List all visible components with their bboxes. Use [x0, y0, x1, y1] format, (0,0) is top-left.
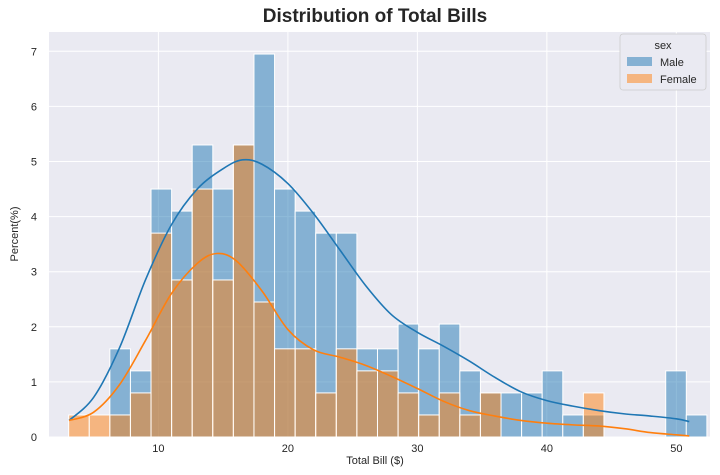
female-bar	[438, 392, 461, 438]
female-bar	[232, 144, 255, 438]
female-bar	[150, 232, 173, 438]
y-tick-label: 7	[31, 46, 37, 58]
chart-title: Distribution of Total Bills	[263, 6, 487, 27]
female-bar	[397, 392, 420, 438]
female-bar	[294, 348, 317, 438]
female-bar	[129, 392, 152, 438]
female-kde-line	[68, 252, 690, 437]
female-bar	[459, 414, 481, 438]
y-tick-label: 5	[31, 156, 37, 168]
tick-labels: 10 20 30 40 50 0 1 2 3 4 5 6 7	[31, 46, 683, 455]
y-tick-label: 2	[31, 322, 37, 334]
y-tick-label: 4	[31, 212, 37, 224]
female-bar	[88, 414, 111, 438]
y-axis-label: Percent(%)	[9, 206, 21, 261]
x-tick-label: 40	[541, 443, 553, 455]
female-bars	[68, 144, 605, 438]
female-bar	[376, 370, 399, 438]
male-kde-line	[68, 158, 690, 423]
legend-label-male: Male	[660, 57, 684, 69]
female-bar	[274, 348, 296, 438]
x-tick-label: 30	[411, 443, 423, 455]
female-bar	[315, 392, 337, 438]
male-bar	[665, 370, 687, 438]
kde-curves	[68, 158, 690, 437]
male-bar	[500, 392, 523, 438]
y-tick-label: 0	[31, 432, 37, 444]
female-bar	[109, 414, 131, 438]
female-bar	[171, 279, 193, 438]
female-bar	[356, 370, 378, 438]
legend-label-female: Female	[660, 74, 697, 86]
legend-swatch-male	[627, 57, 652, 66]
legend-swatch-female	[627, 74, 652, 83]
legend: sex Male Female	[619, 33, 707, 91]
x-axis-label: Total Bill ($)	[346, 455, 403, 467]
x-tick-label: 50	[670, 443, 682, 455]
female-bar	[582, 392, 605, 438]
male-bar	[521, 392, 543, 438]
legend-title: sex	[654, 40, 672, 52]
female-bar	[212, 279, 234, 438]
female-bar	[191, 188, 214, 438]
y-tick-label: 1	[31, 377, 37, 389]
x-tick-label: 10	[152, 443, 164, 455]
female-bar	[253, 301, 276, 438]
female-bar	[418, 414, 440, 438]
x-tick-label: 20	[282, 443, 294, 455]
y-tick-label: 3	[31, 267, 37, 279]
male-bar	[685, 414, 708, 438]
y-tick-label: 6	[31, 101, 37, 113]
